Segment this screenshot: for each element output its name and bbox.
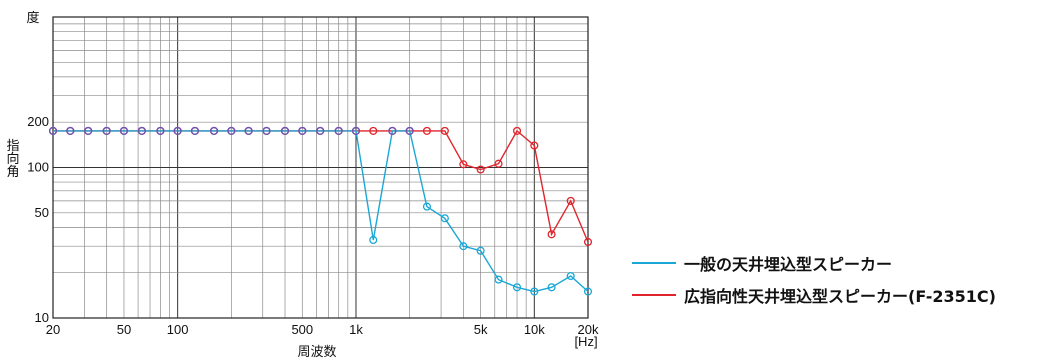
data-point-overlap bbox=[66, 126, 75, 135]
x-axis-unit: [Hz] bbox=[574, 334, 597, 349]
data-point-overlap bbox=[280, 126, 290, 135]
data-point-series-0 bbox=[494, 275, 503, 284]
x-tick-label: 5k bbox=[474, 322, 488, 337]
data-point-overlap bbox=[190, 126, 199, 135]
data-point-series-1 bbox=[512, 126, 522, 135]
data-point-overlap bbox=[84, 126, 93, 135]
legend-line-standard bbox=[632, 262, 676, 264]
data-point-series-0 bbox=[369, 235, 378, 245]
data-point-series-1 bbox=[476, 165, 485, 174]
data-point-overlap bbox=[388, 126, 397, 135]
data-point-overlap bbox=[244, 126, 253, 135]
y-tick-label: 50 bbox=[35, 205, 49, 220]
data-point-overlap bbox=[227, 126, 236, 135]
data-point-series-1 bbox=[459, 160, 468, 169]
legend-label-wide-angle: 広指向性天井埋込型スピーカー(F-2351C) bbox=[684, 287, 996, 306]
data-point-overlap bbox=[351, 126, 361, 135]
data-point-series-0 bbox=[547, 283, 556, 292]
data-point-overlap bbox=[48, 126, 58, 135]
data-point-series-1 bbox=[566, 196, 575, 205]
x-tick-label: 20k bbox=[578, 322, 599, 337]
data-point-series-1 bbox=[369, 126, 378, 135]
data-point-overlap bbox=[405, 126, 414, 135]
legend: 一般の天井埋込型スピーカー 広指向性天井埋込型スピーカー(F-2351C) bbox=[632, 250, 996, 314]
legend-line-wide-angle bbox=[632, 294, 676, 296]
data-point-overlap bbox=[334, 126, 343, 135]
y-axis-label: 指向角 bbox=[6, 139, 19, 180]
data-point-series-1 bbox=[494, 159, 503, 168]
data-point-series-1 bbox=[547, 230, 556, 239]
x-tick-label: 500 bbox=[291, 322, 313, 337]
data-point-overlap bbox=[298, 126, 307, 135]
data-point-series-0 bbox=[583, 287, 593, 296]
grid bbox=[53, 17, 588, 318]
y-tick-label: 200 bbox=[27, 114, 49, 129]
x-tick-labels: 20 50 100 500 1k 5k 10k 20k bbox=[46, 322, 599, 337]
series-line-0 bbox=[53, 130, 589, 293]
data-point-series-0 bbox=[530, 287, 539, 296]
data-point-series-0 bbox=[459, 242, 468, 251]
data-point-series-1 bbox=[583, 237, 593, 247]
series-layer bbox=[48, 126, 593, 296]
data-point-overlap bbox=[262, 126, 271, 135]
data-point-series-0 bbox=[422, 202, 431, 211]
data-point-series-0 bbox=[566, 271, 575, 281]
data-point-series-0 bbox=[512, 283, 522, 292]
data-point-overlap bbox=[137, 126, 146, 135]
legend-item-wide-angle: 広指向性天井埋込型スピーカー(F-2351C) bbox=[632, 282, 996, 308]
y-tick-label: 100 bbox=[27, 160, 49, 175]
y-tick-label: 10 bbox=[35, 310, 49, 325]
data-point-series-1 bbox=[530, 141, 539, 150]
x-tick-label: 1k bbox=[349, 322, 363, 337]
x-tick-label: 20 bbox=[46, 322, 60, 337]
y-axis-top-label: 度 bbox=[26, 10, 39, 26]
x-tick-label: 100 bbox=[167, 322, 189, 337]
data-point-overlap bbox=[119, 126, 129, 135]
data-point-series-1 bbox=[440, 126, 449, 135]
y-tick-labels: 10 50 100 200 bbox=[27, 114, 49, 325]
legend-item-standard: 一般の天井埋込型スピーカー bbox=[632, 250, 996, 276]
data-point-series-0 bbox=[476, 246, 485, 255]
plot-frame bbox=[52, 16, 589, 319]
data-point-overlap bbox=[102, 126, 111, 135]
x-axis-label: 周波数 bbox=[297, 345, 336, 360]
x-tick-label: 50 bbox=[117, 322, 131, 337]
data-point-overlap bbox=[316, 126, 325, 135]
legend-label-standard: 一般の天井埋込型スピーカー bbox=[684, 255, 893, 274]
data-point-overlap bbox=[173, 126, 182, 135]
data-point-series-1 bbox=[422, 126, 431, 135]
x-tick-label: 10k bbox=[524, 322, 545, 337]
data-point-overlap bbox=[210, 126, 219, 135]
data-point-overlap bbox=[156, 126, 165, 135]
data-point-series-0 bbox=[440, 214, 449, 223]
